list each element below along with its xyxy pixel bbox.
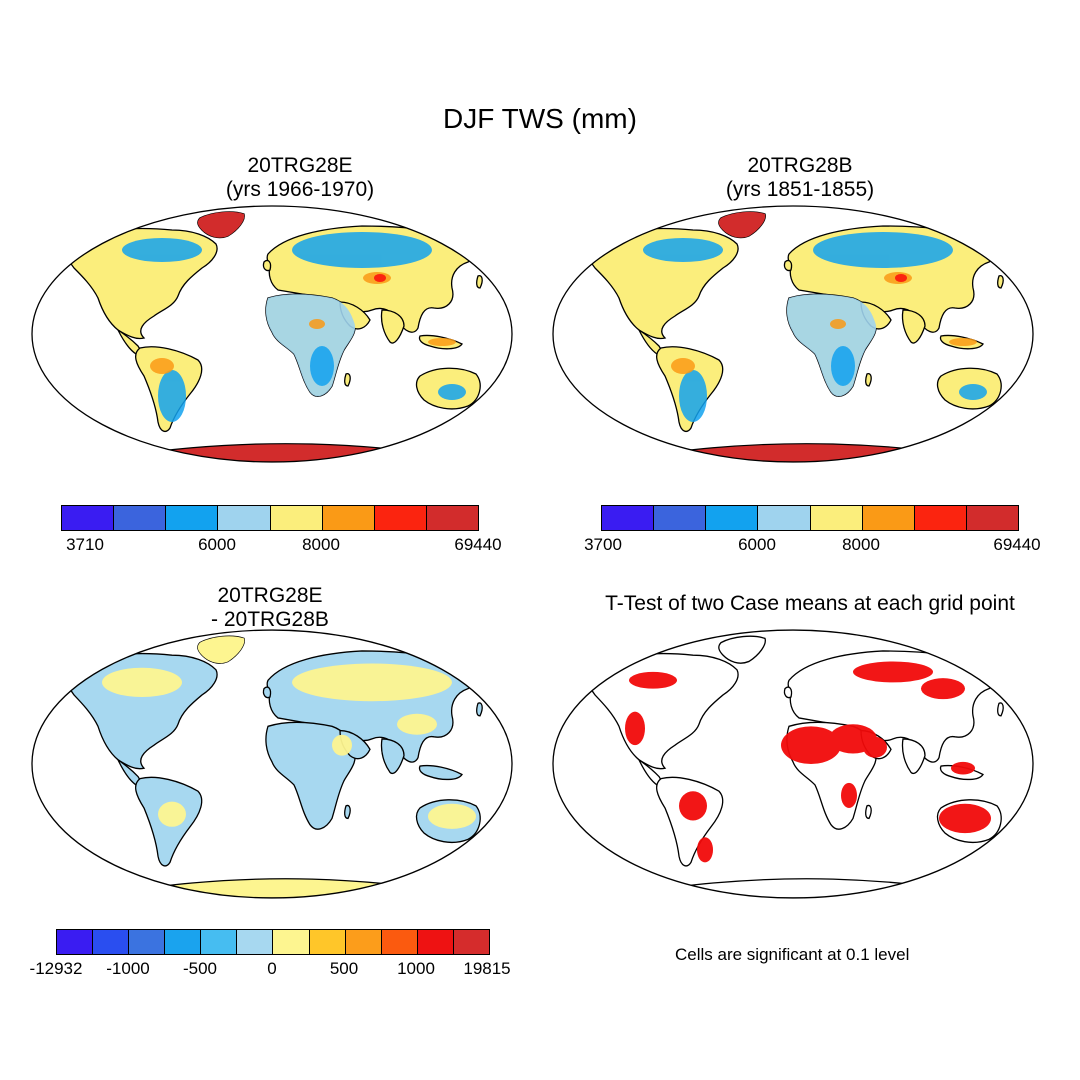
colorbar-swatch xyxy=(237,930,274,954)
colorbar-tick-label: -1000 xyxy=(106,959,150,978)
colorbar-swatch xyxy=(381,930,418,954)
colorbar-swatch xyxy=(914,506,967,530)
colorbar-swatch xyxy=(166,506,219,530)
colorbar-tick-label: 69440 xyxy=(454,535,502,554)
colorbar-swatch xyxy=(57,930,94,954)
figure-title: DJF TWS (mm) xyxy=(443,103,637,134)
colorbar-difference xyxy=(56,929,490,955)
colorbar-swatch xyxy=(706,506,759,530)
colorbar-tick-label: 8000 xyxy=(302,535,340,554)
colorbar-tick-label: 6000 xyxy=(198,535,236,554)
difference-subtrahend: - 20TRG28B xyxy=(211,608,329,631)
colorbar-case-b xyxy=(601,505,1019,531)
panel-title-case-b: 20TRG28B (yrs 1851-1855) xyxy=(560,154,1040,202)
colorbar-swatch xyxy=(862,506,915,530)
panel-title-ttest: T-Test of two Case means at each grid po… xyxy=(605,592,1015,615)
colorbar-tick-label: -500 xyxy=(182,959,218,978)
colorbar-swatch xyxy=(218,506,271,530)
colorbar-tick-label: -12932 xyxy=(29,959,83,978)
panel-title-case-e: 20TRG28E (yrs 1966-1970) xyxy=(60,154,540,202)
colorbar-swatch xyxy=(654,506,707,530)
colorbar-swatch xyxy=(453,930,489,954)
case-e-years: (yrs 1966-1970) xyxy=(225,178,375,201)
colorbar-tick-label: 500 xyxy=(329,959,359,978)
map-case-e xyxy=(31,205,513,463)
map-ttest xyxy=(552,629,1034,899)
significance-note: Cells are significant at 0.1 level xyxy=(675,945,910,964)
colorbar-tick-label: 3700 xyxy=(584,535,622,554)
colorbar-tick-label: 19815 xyxy=(463,959,511,978)
difference-case-name: 20TRG28E xyxy=(217,584,323,607)
colorbar-swatch xyxy=(345,930,382,954)
colorbar-swatch xyxy=(417,930,454,954)
colorbar-tick-label: 3710 xyxy=(66,535,104,554)
colorbar-tick-label: 8000 xyxy=(842,535,880,554)
colorbar-swatch xyxy=(62,506,115,530)
colorbar-swatch xyxy=(322,506,375,530)
colorbar-swatch xyxy=(374,506,427,530)
colorbar-swatch xyxy=(966,506,1018,530)
colorbar-swatch xyxy=(426,506,478,530)
case-b-years: (yrs 1851-1855) xyxy=(725,178,875,201)
colorbar-swatch xyxy=(758,506,811,530)
colorbar-swatch xyxy=(201,930,238,954)
case-b-name: 20TRG28B xyxy=(747,154,853,177)
case-e-name: 20TRG28E xyxy=(247,154,353,177)
colorbar-swatch xyxy=(273,930,310,954)
colorbar-swatch xyxy=(270,506,323,530)
colorbar-tick-label: 1000 xyxy=(397,959,435,978)
map-difference xyxy=(31,629,513,899)
colorbar-swatch xyxy=(93,930,130,954)
colorbar-case-e xyxy=(61,505,479,531)
map-case-b xyxy=(552,205,1034,463)
colorbar-swatch xyxy=(602,506,655,530)
colorbar-tick-label: 0 xyxy=(267,959,277,978)
colorbar-swatch xyxy=(810,506,863,530)
significant-cells xyxy=(625,661,991,863)
colorbar-swatch xyxy=(309,930,346,954)
colorbar-swatch xyxy=(114,506,167,530)
colorbar-tick-label: 69440 xyxy=(993,535,1041,554)
colorbar-tick-label: 6000 xyxy=(738,535,776,554)
panel-title-difference: 20TRG28E - 20TRG28B xyxy=(30,584,510,632)
colorbar-swatch xyxy=(165,930,202,954)
colorbar-swatch xyxy=(129,930,166,954)
